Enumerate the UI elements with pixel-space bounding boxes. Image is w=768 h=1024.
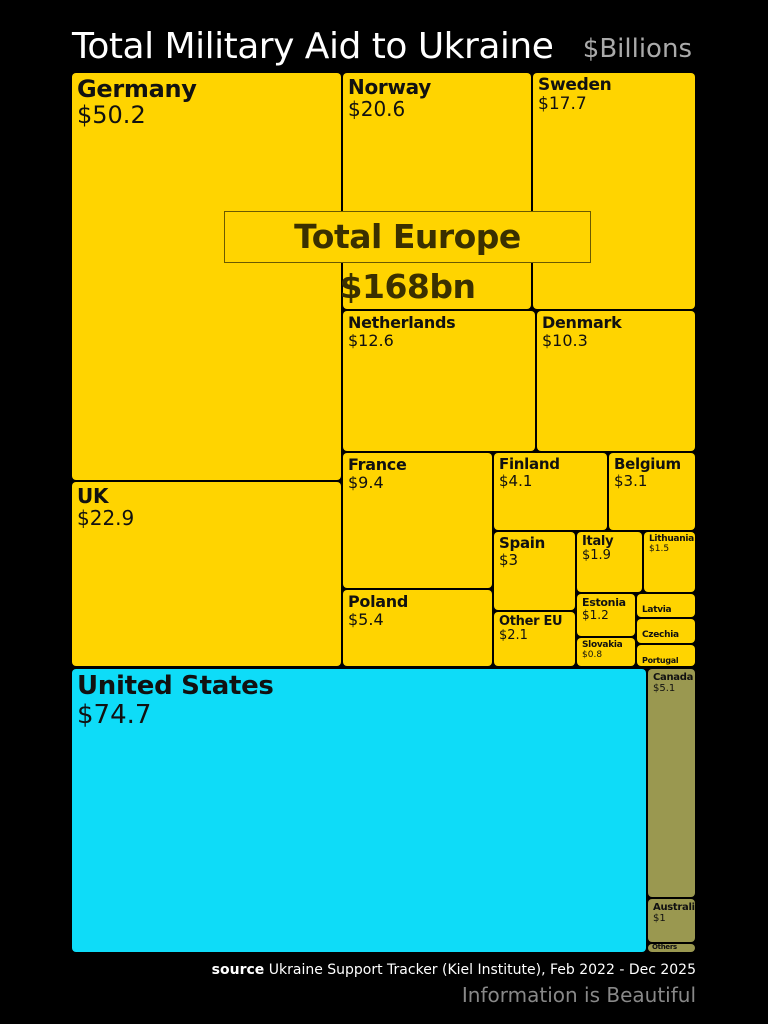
cell-name: Czechia [642,630,679,640]
cell-value: $0.8 [582,649,603,660]
cell-name: Other EU [499,614,563,629]
cell-name: Belgium [614,455,681,473]
cell-value: $10.3 [542,330,588,350]
source-note: source Ukraine Support Tracker (Kiel Ins… [212,962,696,978]
cell-name: Latvia [642,605,672,615]
cell-name: Others [652,944,677,951]
treemap-cell-france: France $9.4 [343,453,492,588]
cell-value: $4.1 [499,471,533,490]
cell-value: $3 [499,550,519,569]
chart-title: Total Military Aid to Ukraine [72,26,554,67]
treemap-cell-lithuania: Lithuania $1.5 [644,532,695,592]
brand-credit: Information is Beautiful [461,983,696,1007]
cell-name: United States [77,671,274,701]
cell-value: $3.1 [614,471,648,490]
treemap-cell-spain: Spain $3 [494,532,575,610]
cell-value: $5.4 [348,609,384,629]
cell-value: $1 [653,913,666,924]
cell-value: $5.1 [653,683,676,694]
cell-name: Estonia [582,596,626,609]
cell-name: Spain [499,534,545,552]
treemap-cell-poland: Poland $5.4 [343,590,492,666]
treemap-cell-other-eu: Other EU $2.1 [494,612,575,666]
cell-name: Norway [348,75,431,99]
europe-total-label: Total Europe $168bn [224,211,591,306]
cell-value: $1.2 [582,608,609,623]
cell-name: Slovakia [582,640,623,650]
cell-value: $50.2 [77,101,146,130]
cell-name: UK [77,484,109,508]
treemap-cell-canada: Canada $5.1 [648,669,695,897]
treemap-cell-latvia: Latvia $0.7 [637,594,695,617]
treemap-cell-finland: Finland $4.1 [494,453,607,530]
cell-value: $22.9 [77,506,135,530]
treemap-cell-united-states: United States $74.7 [72,669,646,952]
treemap-cell-estonia: Estonia $1.2 [577,594,635,636]
treemap-cell-australia: Australia$1 [648,899,695,942]
treemap-cell-belgium: Belgium $3.1 [609,453,695,530]
cell-name: Canada [653,672,694,683]
cell-name: Lithuania [649,534,694,544]
treemap-cell-germany: Germany $50.2 [72,73,341,480]
cell-name: Australia [653,902,695,913]
cell-name: Germany [77,75,197,103]
treemap-cell-denmark: Denmark $10.3 [537,311,695,451]
cell-value: $2.1 [499,628,528,644]
treemap-cell-portugal: Portugal $0.6 [637,645,695,666]
treemap-cell-uk: UK $22.9 [72,482,341,666]
cell-value: $1.5 [649,543,670,554]
cell-value: $9.4 [348,472,384,492]
cell-name: Netherlands [348,313,456,332]
treemap-cell-czechia: Czechia $0.7 [637,619,695,643]
cell-value: $17.7 [538,93,587,114]
treemap-cell-italy: Italy $1.9 [577,532,642,592]
cell-name: Poland [348,592,409,611]
cell-name: Italy [582,534,614,549]
cell-name: France [348,455,407,474]
cell-name: Finland [499,455,560,473]
cell-value: $20.6 [348,97,406,121]
cell-value: $1.9 [582,548,611,564]
treemap-cell-sweden: Sweden $17.7 [533,73,695,309]
cell-name: Sweden [538,75,612,95]
source-label: source [211,962,265,978]
treemap-cell-norway: Norway $20.6 [343,73,531,309]
chart-unit: $Billions [582,34,692,64]
cell-name: Portugal [642,656,679,665]
treemap-cell-netherlands: Netherlands $12.6 [343,311,535,451]
treemap-cell-others: Others [648,944,695,952]
cell-value: $12.6 [348,330,394,350]
cell-name: Denmark [542,313,622,332]
cell-value: $74.7 [77,699,152,730]
source-text: Ukraine Support Tracker (Kiel Institute)… [268,962,696,978]
treemap-cell-slovakia: Slovakia $0.8 [577,638,635,666]
